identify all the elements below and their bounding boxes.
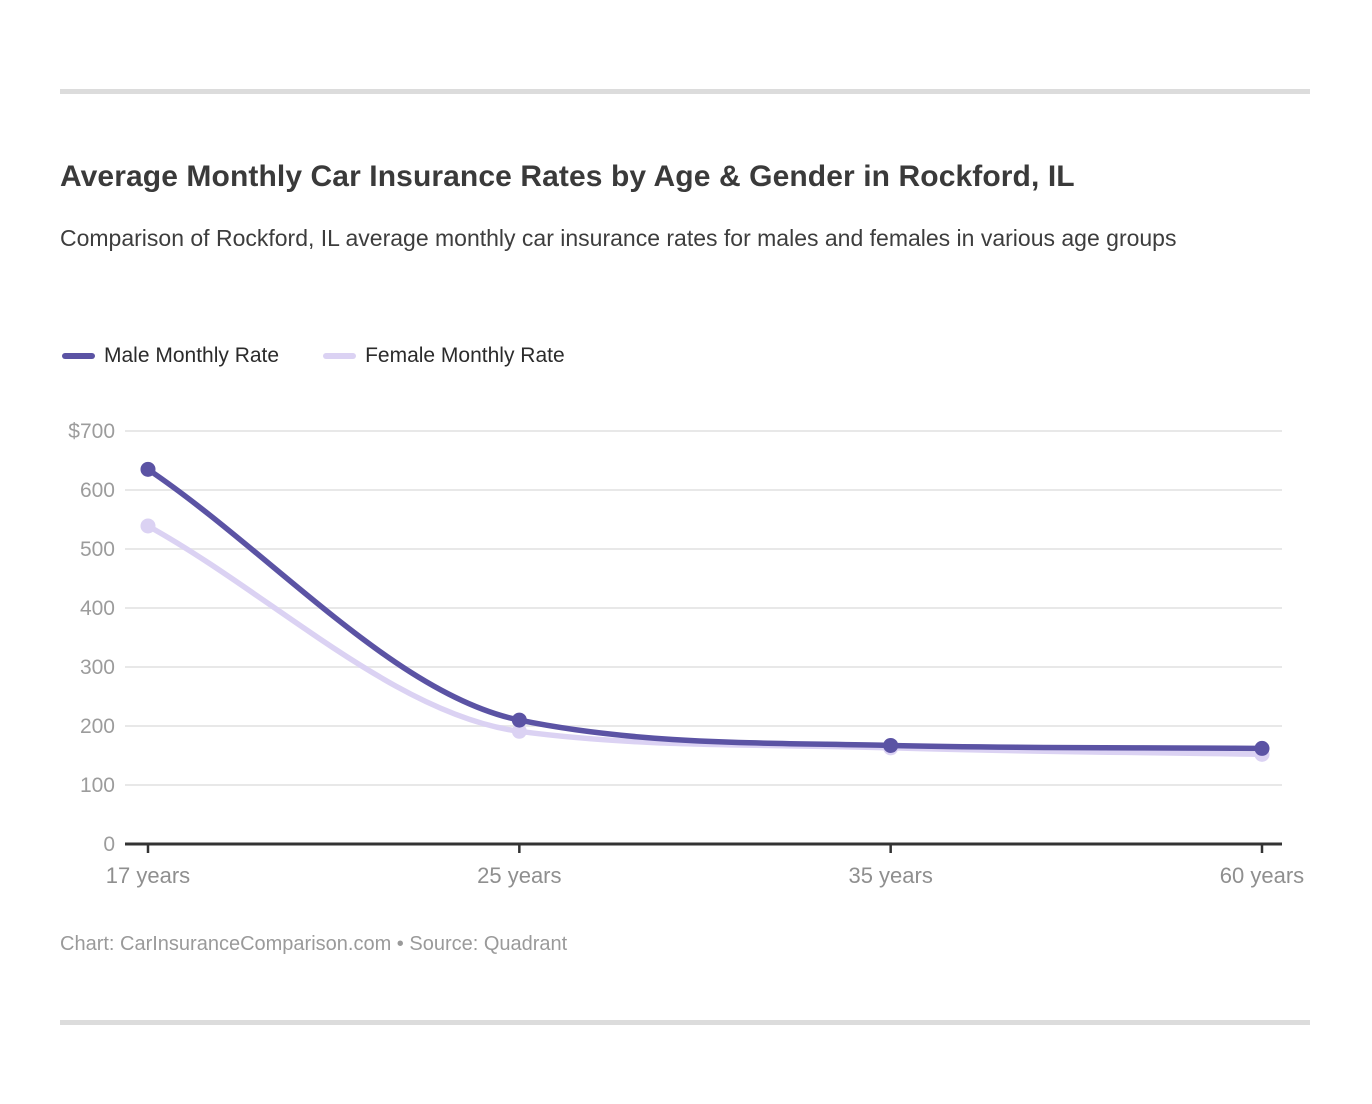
female-monthly-rate-point-25-years[interactable] <box>511 723 527 739</box>
top-divider <box>60 89 1310 94</box>
x-axis-tick-label: 17 years <box>106 863 190 888</box>
y-axis-tick-label: 400 <box>80 597 115 620</box>
y-axis-tick-label: $700 <box>68 420 115 443</box>
source-credit: Chart: CarInsuranceComparison.com • Sour… <box>60 933 568 955</box>
x-axis-tick-label: 25 years <box>477 863 561 888</box>
female-monthly-rate-point-17-years[interactable] <box>140 518 156 534</box>
legend-label: Female Monthly Rate <box>365 344 565 367</box>
legend-swatch-icon <box>62 353 95 359</box>
y-axis-tick-label: 200 <box>80 715 115 738</box>
male-monthly-rate-point-17-years[interactable] <box>140 461 156 477</box>
female-monthly-rate-line <box>145 523 1265 758</box>
bottom-divider <box>60 1020 1310 1025</box>
y-axis-tick-label: 300 <box>80 656 115 679</box>
legend-item-male-monthly-rate: Male Monthly Rate <box>62 344 279 368</box>
chart-subtitle: Comparison of Rockford, IL average month… <box>60 225 1177 251</box>
legend-label: Male Monthly Rate <box>104 344 280 367</box>
y-axis-tick-label: 100 <box>80 774 115 797</box>
legend-item-female-monthly-rate: Female Monthly Rate <box>323 344 565 368</box>
y-axis-tick-label: 500 <box>80 538 115 561</box>
x-axis-tick-label: 60 years <box>1220 863 1304 888</box>
x-axis-tick-label: 35 years <box>848 863 932 888</box>
line-chart: $700 600 500 400 300 200 100 0 17 years 25 years 3… <box>68 420 1304 888</box>
chart-title: Average Monthly Car Insurance Rates by A… <box>60 160 1075 193</box>
legend: Male Monthly Rate Female Monthly Rate <box>62 344 565 368</box>
male-monthly-rate-point-60-years[interactable] <box>1254 740 1270 756</box>
male-monthly-rate-line <box>145 466 1265 752</box>
male-monthly-rate-point-25-years[interactable] <box>511 712 527 728</box>
male-monthly-rate-point-35-years[interactable] <box>883 737 899 753</box>
y-axis-tick-label: 0 <box>103 833 115 856</box>
legend-swatch-icon <box>323 353 357 359</box>
y-axis-tick-label: 600 <box>80 479 115 502</box>
